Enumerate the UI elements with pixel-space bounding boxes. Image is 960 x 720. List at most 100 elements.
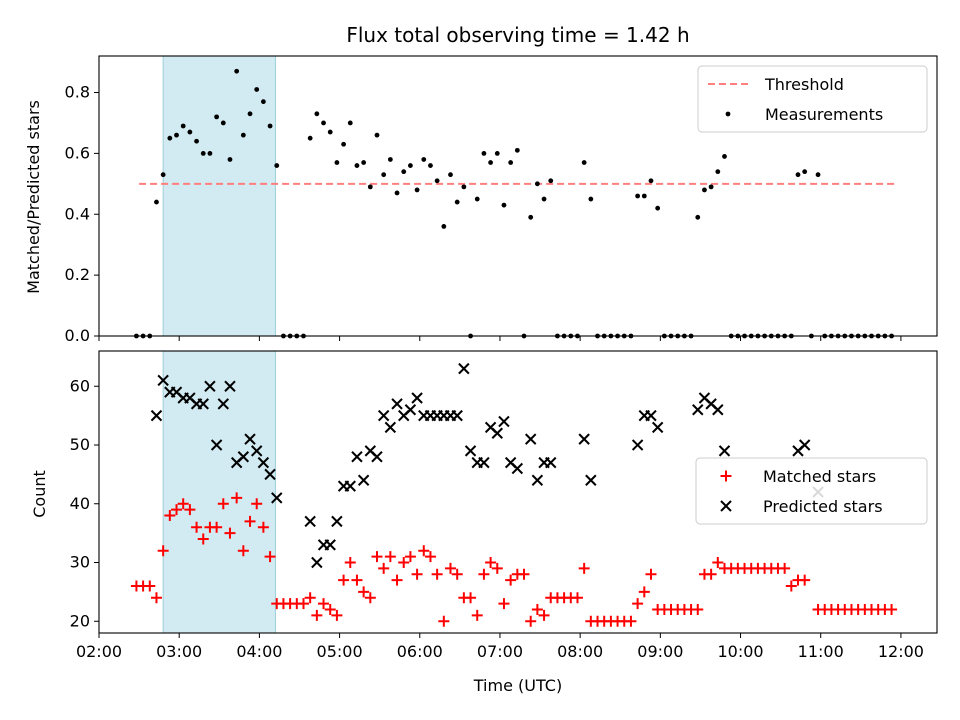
matched-star-point [578,562,590,574]
data-point [655,205,661,211]
matched-star-point [498,598,510,610]
matched-star-point [886,604,898,615]
matched-star-point [438,615,450,627]
data-point [508,160,514,165]
data-point [154,199,159,205]
data-point [481,150,487,156]
matched-star-point [297,598,309,610]
predicted-star-point [585,474,597,486]
x-tick-label: 09:00 [637,642,683,661]
matched-star-point [318,598,330,610]
data-point [227,157,233,162]
x-tick-label: 07:00 [477,642,523,661]
top-panel-highlight-span [162,55,276,337]
data-point [795,172,801,178]
predicted-star-point [224,380,236,392]
matched-star-point [171,504,183,516]
matched-star-point [150,592,162,604]
matched-star-point [418,545,430,557]
predicted-star-point [578,433,590,445]
matched-star-point [197,533,209,545]
data-point [641,193,647,199]
x-axis-label: Time (UTC) [473,676,562,695]
predicted-star-point [351,451,363,463]
matched-star-point [231,492,243,504]
predicted-star-point [150,409,163,422]
matched-star-point [338,574,350,586]
matched-star-point [224,527,236,539]
data-point [220,120,226,126]
matched-star-point [518,568,530,580]
data-point [374,132,380,138]
predicted-star-point [645,409,657,422]
matched-star-point [331,609,343,621]
matched-star-point [311,609,323,621]
data-point [695,214,701,220]
y-tick-label: 0.6 [65,143,90,162]
data-point [414,187,420,193]
matched-star-point [217,498,229,510]
y-tick-label: 0.2 [65,265,90,284]
matched-star-point [465,592,477,604]
legend-marker [725,111,731,117]
legend-label: Threshold [764,75,844,94]
predicted-star-point [524,433,537,445]
predicted-star-point [531,474,544,486]
data-point [194,138,199,144]
predicted-star-point [491,427,503,439]
data-point [361,160,367,165]
matched-star-point [411,568,423,580]
matched-star-point [157,545,169,557]
data-point [274,163,280,168]
data-point [648,178,654,184]
predicted-star-point [251,445,263,457]
y-tick-label: 0.0 [65,326,90,345]
data-point [341,141,346,147]
matched-star-point [632,598,644,610]
matched-star-point [191,521,203,533]
x-tick-label: 11:00 [798,642,844,661]
top-panel-legend: Threshold Measurements [697,65,928,133]
predicted-star-point [304,515,316,528]
legend-label: Matched stars [763,467,876,486]
data-point [494,150,500,156]
matched-star-point [799,574,811,586]
matched-star-point [485,557,497,568]
bottom-panel-markers [130,362,898,627]
y-tick-label: 50 [70,435,90,454]
data-point [548,178,554,184]
data-point [528,214,534,220]
data-point [408,163,413,168]
matched-star-point [571,592,583,604]
data-point [635,193,641,199]
legend-box [697,65,928,133]
matched-star-point [344,557,356,568]
matched-star-point [237,545,249,557]
matched-star-point [531,604,543,615]
data-point [234,68,240,74]
predicted-star-point [478,456,490,469]
data-point [394,190,400,196]
predicted-star-point [371,451,383,463]
matched-star-point [264,551,276,563]
matched-star-point [692,604,704,615]
matched-star-point [378,562,390,574]
legend-label: Predicted stars [763,497,883,516]
data-point [267,123,273,129]
matched-star-point [304,592,316,604]
y-tick-label: 40 [70,494,90,513]
data-point [381,172,387,178]
top-panel-frame [98,55,938,337]
predicted-star-point [344,480,356,492]
data-point [428,163,433,168]
predicted-star-point [331,515,343,528]
x-tick-label: 05:00 [317,642,363,661]
matched-star-point [164,510,176,521]
data-point [254,87,260,92]
x-tick-label: 02:00 [76,642,122,661]
y-tick-label: 20 [70,611,90,630]
data-point [167,135,173,141]
x-tick-label: 08:00 [557,642,603,661]
matched-star-point [404,551,416,563]
data-point [461,184,467,190]
